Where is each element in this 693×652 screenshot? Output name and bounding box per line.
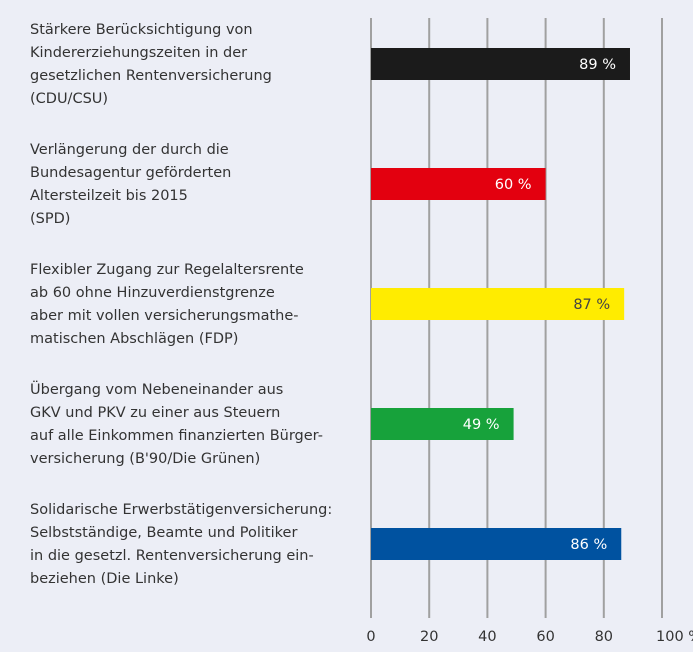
category-label: (SPD) (30, 211, 70, 227)
category-label: auf alle Einkommen finanzierten Bürger- (30, 428, 323, 444)
x-tick-label: 20 (420, 629, 438, 645)
category-label: Übergang vom Nebeneinander aus (30, 380, 283, 398)
category-label: aber mit vollen versicherungsmathe- (30, 308, 299, 324)
x-tick-label: 100 % (656, 629, 693, 645)
category-label: beziehen (Die Linke) (30, 571, 179, 587)
category-label: GKV und PKV zu einer aus Steuern (30, 405, 280, 421)
category-label: Kindererziehungszeiten in der (30, 45, 247, 61)
bar (371, 168, 546, 200)
category-label: versicherung (B'90/Die Grünen) (30, 451, 260, 467)
x-tick-label: 80 (595, 629, 613, 645)
category-label: Altersteilzeit bis 2015 (30, 188, 188, 204)
x-tick-label: 0 (366, 629, 375, 645)
value-label: 60 % (495, 177, 532, 193)
category-label: in die gesetzl. Rentenversicherung ein- (30, 548, 314, 564)
category-label: ab 60 ohne Hinzuverdienstgrenze (30, 285, 275, 301)
category-label: (CDU/CSU) (30, 91, 108, 107)
category-label: Verlängerung der durch die (30, 142, 229, 158)
value-label: 49 % (463, 417, 500, 433)
category-label: matischen Abschlägen (FDP) (30, 331, 238, 347)
value-label: 86 % (570, 537, 607, 553)
category-label: Flexibler Zugang zur Regelaltersrente (30, 262, 304, 278)
category-label: Bundesagentur geförderten (30, 165, 231, 181)
category-label: Stärkere Berücksichtigung von (30, 22, 253, 38)
bar (371, 288, 625, 320)
category-label: Selbstständige, Beamte und Politiker (30, 525, 297, 541)
value-label: 89 % (579, 57, 616, 73)
bar (371, 48, 630, 80)
bar (371, 528, 622, 560)
bar (371, 408, 514, 440)
value-label: 87 % (573, 297, 610, 313)
x-tick-label: 60 (536, 629, 554, 645)
x-tick-label: 40 (478, 629, 496, 645)
category-label: gesetzlichen Rentenversicherung (30, 68, 272, 84)
category-label: Solidarische Erwerbstätigenversicherung: (30, 502, 332, 518)
